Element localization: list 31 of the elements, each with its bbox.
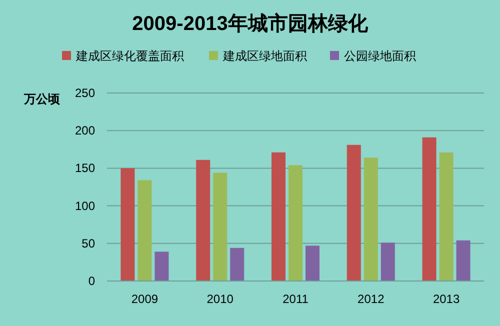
bar	[272, 152, 286, 281]
x-tick-label: 2009	[131, 292, 158, 306]
bar	[154, 252, 169, 281]
bar	[138, 180, 152, 281]
y-axis-title: 万公顷	[23, 92, 61, 106]
x-tick-label: 2010	[206, 292, 234, 306]
bar	[120, 168, 135, 281]
bar	[439, 152, 454, 281]
legend-label: 公园绿地面积	[344, 49, 416, 63]
y-tick-label: 200	[74, 124, 96, 138]
bar	[380, 242, 395, 281]
bar	[230, 248, 244, 281]
bar	[346, 144, 361, 281]
y-tick-label: 100	[74, 198, 96, 213]
x-tick-label: 2013	[432, 292, 460, 306]
bar	[306, 246, 320, 281]
bar	[288, 165, 302, 281]
chart-title: 2009-2013年城市园林绿化	[132, 12, 369, 35]
legend-label: 建成区绿地面积	[222, 49, 307, 63]
bar	[456, 240, 470, 281]
bar	[364, 158, 378, 281]
y-tick-label: 250	[74, 86, 96, 100]
bar	[213, 172, 228, 281]
bar	[196, 160, 210, 281]
y-tick-label: 150	[74, 161, 96, 176]
y-tick-label: 0	[88, 274, 96, 288]
bar	[422, 137, 436, 281]
x-tick-label: 2012	[358, 292, 385, 306]
legend-label: 建成区绿化覆盖面积	[75, 49, 184, 63]
y-tick-label: 50	[82, 236, 96, 250]
x-tick-label: 2011	[282, 292, 309, 306]
